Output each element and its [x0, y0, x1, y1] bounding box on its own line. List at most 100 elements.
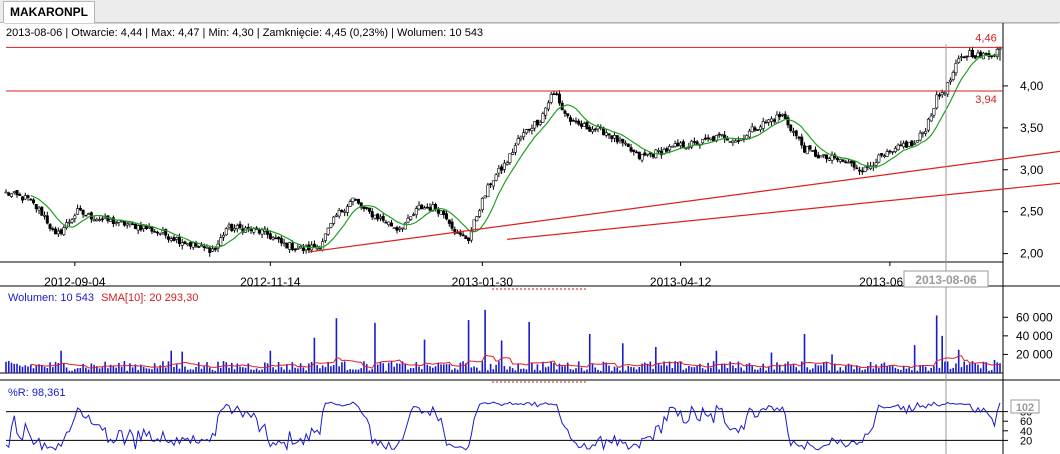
candle-body	[902, 143, 906, 148]
volume-bar	[115, 367, 117, 373]
candle-body	[998, 47, 1002, 50]
volume-bar	[666, 365, 668, 373]
volume-bar	[189, 369, 192, 373]
volume-bar	[542, 362, 544, 373]
volume-bar	[856, 365, 858, 373]
tab-makaronpl[interactable]: MAKARONPL	[3, 1, 95, 23]
candle-body	[406, 217, 410, 223]
volume-bar	[916, 370, 919, 373]
candle-body	[500, 166, 504, 171]
volume-bar	[525, 369, 528, 373]
volume-bar	[203, 366, 206, 373]
price-sma-line	[30, 53, 1001, 249]
candle-body	[434, 203, 438, 209]
volume-bar	[674, 361, 676, 373]
candle-body	[640, 154, 644, 161]
candle-body	[10, 193, 14, 197]
candle-body	[376, 213, 380, 220]
candle-body	[780, 113, 784, 116]
volume-bar	[346, 370, 349, 373]
volume-bar	[159, 365, 161, 373]
candle-body	[494, 174, 498, 181]
volume-bar	[16, 363, 18, 373]
candle-body	[951, 72, 955, 80]
candle-body	[849, 160, 853, 164]
volume-bar	[123, 361, 126, 373]
candle-body	[750, 126, 754, 133]
candle-body	[789, 124, 793, 132]
candle-body	[439, 210, 443, 215]
volume-bar	[338, 366, 340, 373]
candle-body	[478, 210, 482, 217]
candle-body	[92, 219, 96, 222]
volume-bar	[250, 369, 252, 373]
candle-body	[629, 147, 633, 152]
volume-bar	[751, 365, 753, 373]
volume-bar	[657, 363, 660, 373]
williams-value-label: 102	[1016, 402, 1034, 414]
candle-body	[158, 232, 162, 235]
volume-bar	[971, 361, 974, 373]
candle-body	[296, 248, 300, 250]
candle-body	[995, 49, 999, 57]
candle-body	[965, 55, 969, 58]
volume-bar	[778, 364, 781, 373]
xaxis-tick-label: 2012-09-04	[44, 275, 106, 289]
volume-bar	[354, 369, 357, 373]
volume-bar	[784, 363, 787, 373]
candle-body	[81, 209, 85, 215]
candle-body	[626, 143, 630, 147]
candle-body	[420, 204, 424, 210]
candle-body	[180, 242, 184, 246]
volume-bar	[528, 321, 530, 373]
volume-bar	[484, 309, 486, 373]
volume-bar	[219, 367, 222, 373]
candle-body	[147, 226, 151, 229]
volume-ytick-label: 40 000	[1016, 329, 1053, 343]
candle-body	[199, 244, 203, 247]
candle-body	[767, 119, 771, 123]
volume-bar	[137, 370, 139, 373]
volume-bar	[867, 366, 869, 373]
candle-body	[367, 207, 371, 212]
volume-bar	[294, 367, 296, 373]
candle-body	[365, 207, 369, 209]
volume-bar	[200, 368, 203, 373]
volume-bar	[310, 361, 313, 373]
candle-body	[800, 136, 804, 146]
volume-bar	[699, 363, 701, 373]
candle-body	[836, 157, 840, 161]
candle-body	[816, 154, 820, 159]
candle-body	[400, 227, 404, 230]
volume-bar	[652, 368, 654, 373]
candle-body	[67, 221, 71, 224]
candle-body	[566, 113, 570, 117]
volume-bar	[833, 363, 836, 373]
volume-bar	[594, 367, 597, 373]
candle-body	[219, 237, 223, 247]
volume-bar	[29, 364, 32, 373]
volume-bar	[87, 369, 90, 373]
volume-bar	[555, 369, 558, 373]
candle-body	[899, 144, 903, 147]
candle-body	[37, 207, 41, 211]
candle-body	[114, 222, 118, 224]
candle-body	[822, 154, 826, 156]
volume-bar	[668, 361, 671, 373]
candle-body	[535, 119, 539, 126]
candle-body	[808, 145, 812, 150]
candle-body	[519, 136, 523, 140]
volume-bar	[850, 364, 853, 373]
candle-body	[417, 204, 421, 210]
volume-bar	[76, 368, 79, 373]
volume-bar	[979, 368, 982, 373]
volume-bar	[93, 364, 95, 373]
candle-body	[786, 117, 790, 126]
candle-body	[891, 151, 895, 153]
candle-body	[144, 225, 148, 229]
volume-bar	[514, 370, 517, 373]
candle-body	[445, 213, 449, 220]
candle-body	[373, 214, 377, 219]
candle-body	[557, 93, 561, 104]
